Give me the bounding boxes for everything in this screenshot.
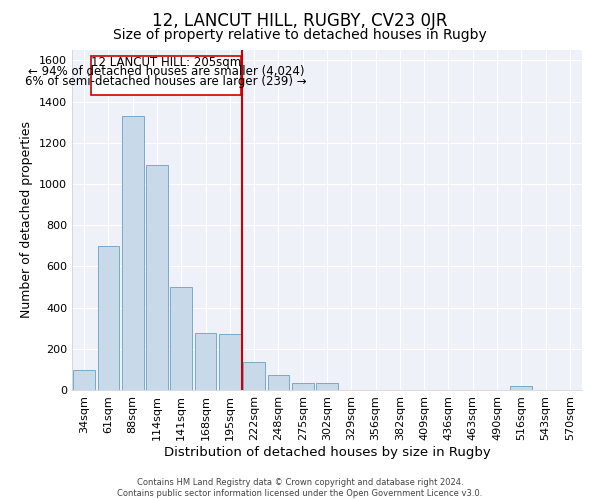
Text: 12 LANCUT HILL: 205sqm: 12 LANCUT HILL: 205sqm [91, 56, 241, 69]
Y-axis label: Number of detached properties: Number of detached properties [20, 122, 34, 318]
Bar [316, 383, 338, 390]
Bar [243, 362, 265, 390]
Bar [194, 334, 217, 390]
Bar [146, 166, 168, 390]
Bar [511, 386, 532, 390]
Bar [97, 246, 119, 390]
FancyBboxPatch shape [91, 56, 241, 96]
Text: 6% of semi-detached houses are larger (239) →: 6% of semi-detached houses are larger (2… [25, 76, 307, 88]
Bar [73, 370, 95, 390]
Bar [122, 116, 143, 390]
Text: ← 94% of detached houses are smaller (4,024): ← 94% of detached houses are smaller (4,… [28, 65, 304, 78]
Bar [219, 334, 241, 390]
Bar [170, 287, 192, 390]
Bar [268, 374, 289, 390]
Text: Size of property relative to detached houses in Rugby: Size of property relative to detached ho… [113, 28, 487, 42]
X-axis label: Distribution of detached houses by size in Rugby: Distribution of detached houses by size … [164, 446, 490, 458]
Text: Contains HM Land Registry data © Crown copyright and database right 2024.
Contai: Contains HM Land Registry data © Crown c… [118, 478, 482, 498]
Bar [292, 383, 314, 390]
Text: 12, LANCUT HILL, RUGBY, CV23 0JR: 12, LANCUT HILL, RUGBY, CV23 0JR [152, 12, 448, 30]
